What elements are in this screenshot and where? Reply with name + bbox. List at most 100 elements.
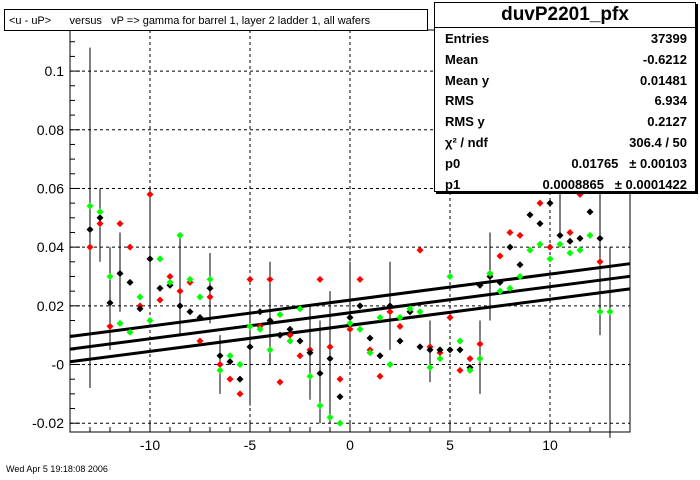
data-point-red bbox=[176, 287, 184, 295]
stats-key: χ² / ndf bbox=[445, 134, 488, 150]
data-point-black bbox=[236, 375, 244, 383]
data-point-black bbox=[226, 358, 234, 366]
data-point-green bbox=[416, 308, 424, 316]
data-point-black bbox=[206, 284, 214, 292]
data-point-red bbox=[506, 228, 514, 236]
data-point-green bbox=[256, 325, 264, 333]
data-point-green bbox=[136, 293, 144, 301]
data-point-red bbox=[266, 275, 274, 283]
data-point-red bbox=[446, 314, 454, 322]
data-point-red bbox=[546, 243, 554, 251]
data-point-red bbox=[296, 352, 304, 360]
data-point-green bbox=[536, 240, 544, 248]
data-point-black bbox=[586, 208, 594, 216]
stats-key: RMS y bbox=[445, 114, 485, 130]
data-point-red bbox=[516, 231, 524, 239]
stats-histogram-name: duvP2201_pfx bbox=[435, 3, 695, 28]
data-point-green bbox=[246, 322, 254, 330]
data-point-red bbox=[156, 296, 164, 304]
data-point-black bbox=[196, 314, 204, 322]
data-point-black bbox=[346, 314, 354, 322]
y-tick-label: 0.08 bbox=[37, 122, 64, 138]
data-point-black bbox=[256, 308, 264, 316]
data-point-green bbox=[156, 255, 164, 263]
data-point-red bbox=[216, 361, 224, 369]
data-point-red bbox=[576, 190, 584, 198]
data-point-green bbox=[566, 249, 574, 257]
stats-box: duvP2201_pfx Entries 37399 Mean -0.6212 … bbox=[434, 2, 696, 192]
x-tick-label: -10 bbox=[140, 437, 160, 453]
data-point-green bbox=[346, 319, 354, 327]
data-point-red bbox=[466, 355, 474, 363]
data-point-red bbox=[416, 246, 424, 254]
data-point-black bbox=[386, 302, 394, 310]
data-point-black bbox=[86, 226, 94, 234]
data-point-black bbox=[446, 346, 454, 354]
data-point-red bbox=[326, 343, 334, 351]
data-point-green bbox=[176, 231, 184, 239]
stats-key: p1 bbox=[445, 176, 461, 192]
stats-row-rms: RMS 6.934 bbox=[435, 90, 695, 111]
data-point-red bbox=[596, 258, 604, 266]
data-point-green bbox=[316, 402, 324, 410]
data-point-green bbox=[196, 293, 204, 301]
data-point-red bbox=[396, 322, 404, 330]
data-point-black bbox=[496, 278, 504, 286]
data-point-black bbox=[326, 355, 334, 363]
data-point-red bbox=[206, 293, 214, 301]
data-point-green bbox=[426, 363, 434, 371]
data-point-green bbox=[106, 272, 114, 280]
data-point-green bbox=[376, 314, 384, 322]
stats-value: 0.0008865 ± 0.0001422 bbox=[542, 176, 688, 192]
data-point-green bbox=[166, 278, 174, 286]
y-tick-label: 0.1 bbox=[45, 63, 65, 79]
data-point-red bbox=[126, 243, 134, 251]
stats-value: 306.4 / 50 bbox=[629, 134, 687, 150]
data-point-black bbox=[356, 302, 364, 310]
data-point-black bbox=[186, 308, 194, 316]
data-point-black bbox=[296, 337, 304, 345]
x-tick-label: -5 bbox=[244, 437, 257, 453]
data-point-red bbox=[456, 366, 464, 374]
stats-value: -0.6212 bbox=[642, 51, 687, 67]
data-point-red bbox=[386, 308, 394, 316]
data-point-black bbox=[276, 331, 284, 339]
data-point-green bbox=[556, 240, 564, 248]
data-point-red bbox=[346, 325, 354, 333]
x-tick-label: 0 bbox=[346, 437, 354, 453]
data-point-black bbox=[96, 214, 104, 222]
stats-value: 0.2127 bbox=[647, 114, 687, 130]
data-point-green bbox=[336, 419, 344, 427]
data-point-black bbox=[126, 278, 134, 286]
data-point-green bbox=[306, 372, 314, 380]
data-point-green bbox=[116, 319, 124, 327]
x-tick-label: 10 bbox=[542, 437, 558, 453]
data-point-green bbox=[356, 325, 364, 333]
data-point-green bbox=[326, 413, 334, 421]
data-point-black bbox=[456, 346, 464, 354]
data-point-red bbox=[166, 272, 174, 280]
data-point-green bbox=[366, 349, 374, 357]
y-tick-label: -0.02 bbox=[32, 415, 64, 431]
data-point-black bbox=[536, 220, 544, 228]
data-markers bbox=[86, 184, 614, 427]
data-point-green bbox=[266, 346, 274, 354]
data-point-red bbox=[196, 337, 204, 345]
data-point-black bbox=[376, 352, 384, 360]
stats-row-rms-y: RMS y 0.2127 bbox=[435, 111, 695, 132]
stats-row-p0: p0 0.01765 ± 0.00103 bbox=[435, 153, 695, 174]
data-point-black bbox=[436, 346, 444, 354]
stats-row-p1: p1 0.0008865 ± 0.0001422 bbox=[435, 174, 695, 195]
data-point-black bbox=[286, 325, 294, 333]
data-point-black bbox=[506, 243, 514, 251]
stats-value: 37399 bbox=[650, 31, 687, 46]
data-point-black bbox=[106, 299, 114, 307]
data-point-red bbox=[146, 190, 154, 198]
data-point-green bbox=[516, 272, 524, 280]
data-point-black bbox=[546, 199, 554, 207]
fit-line bbox=[69, 274, 631, 351]
y-tick-label: 0.02 bbox=[37, 298, 64, 314]
stats-key: p0 bbox=[445, 155, 461, 171]
data-point-red bbox=[106, 322, 114, 330]
data-point-green bbox=[506, 284, 514, 292]
